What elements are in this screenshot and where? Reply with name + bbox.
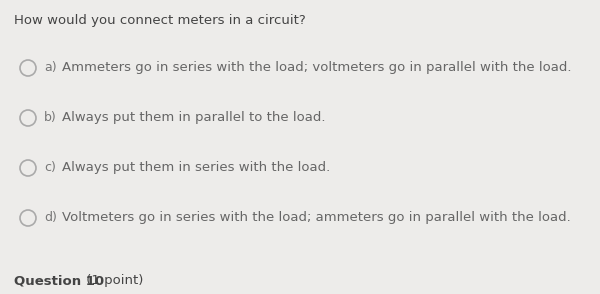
Text: Ammeters go in series with the load; voltmeters go in parallel with the load.: Ammeters go in series with the load; vol… — [62, 61, 571, 74]
Text: a): a) — [44, 61, 56, 74]
Text: Always put them in series with the load.: Always put them in series with the load. — [62, 161, 330, 175]
Text: b): b) — [44, 111, 57, 124]
Text: d): d) — [44, 211, 57, 225]
Text: (1 point): (1 point) — [82, 274, 143, 287]
Text: Question 10: Question 10 — [14, 274, 104, 287]
Text: How would you connect meters in a circuit?: How would you connect meters in a circui… — [14, 14, 306, 27]
Text: Voltmeters go in series with the load; ammeters go in parallel with the load.: Voltmeters go in series with the load; a… — [62, 211, 571, 225]
Text: c): c) — [44, 161, 56, 175]
Text: Always put them in parallel to the load.: Always put them in parallel to the load. — [62, 111, 325, 124]
